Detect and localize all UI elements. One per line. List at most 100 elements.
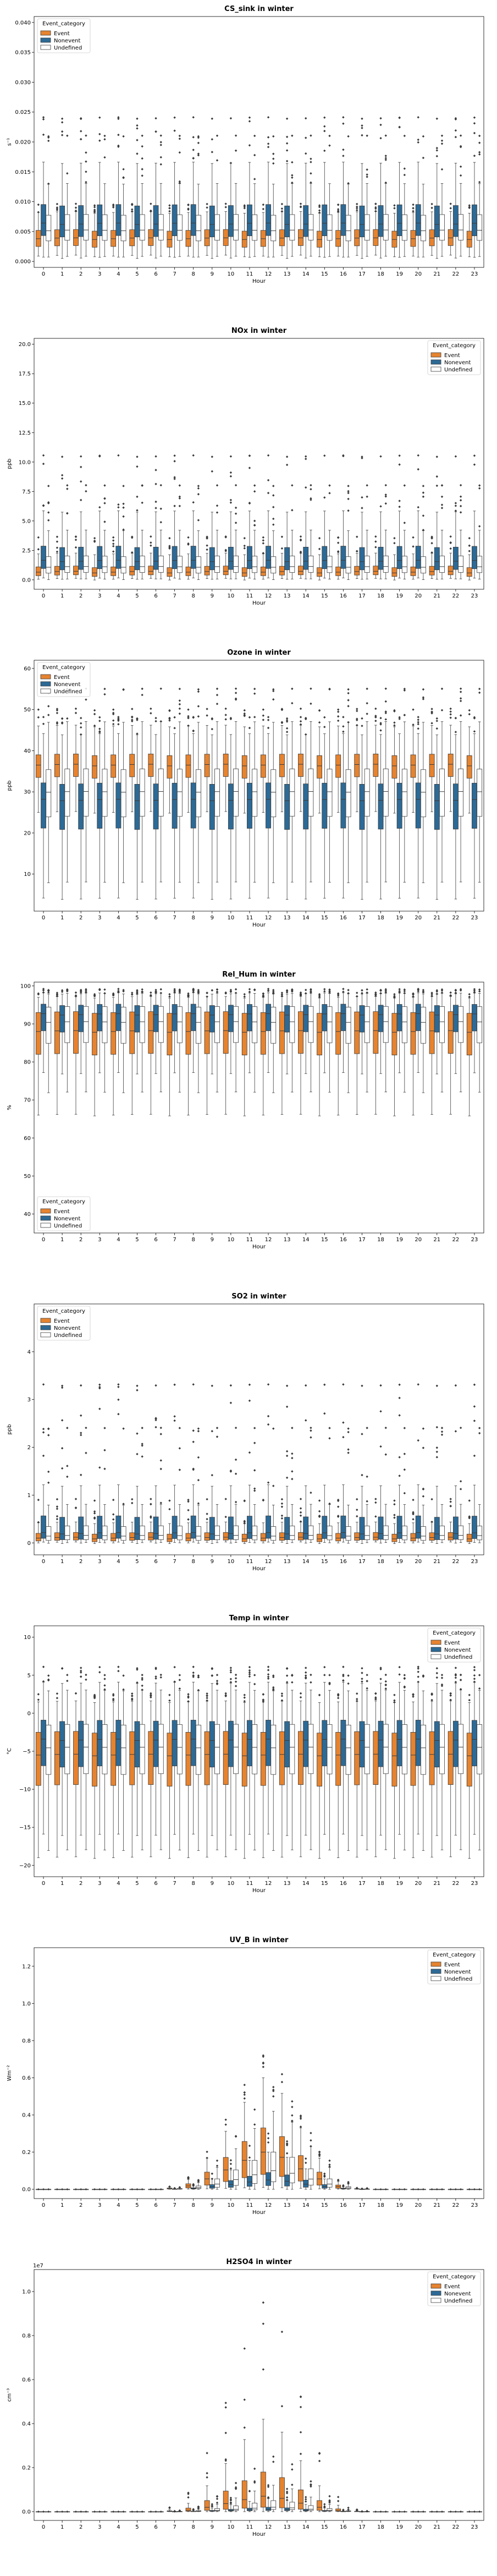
legend-label-event: Event [54, 31, 70, 37]
outlier [136, 990, 139, 993]
box-nonevent-hour-0 [41, 454, 46, 578]
outlier [323, 1412, 326, 1415]
outlier [417, 454, 419, 457]
outlier [74, 1506, 78, 1509]
x-tick-label: 7 [173, 1237, 176, 1243]
outlier [310, 498, 312, 501]
outlier [136, 139, 139, 141]
y-tick-label: 80 [24, 1060, 31, 1066]
box [383, 1525, 389, 1540]
box [111, 1533, 117, 1542]
outlier [440, 1674, 444, 1676]
outlier [473, 717, 476, 720]
box [289, 769, 295, 817]
x-tick-label: 9 [211, 1237, 214, 1243]
box [247, 204, 252, 237]
outlier [154, 716, 157, 720]
box-nonevent-hour-2 [78, 989, 84, 1074]
x-tick-label: 11 [246, 593, 253, 599]
box [167, 1013, 173, 1056]
outlier [272, 698, 275, 701]
outlier [66, 487, 69, 490]
outlier [178, 699, 181, 702]
outlier [178, 1427, 181, 1429]
box-event-hour-0 [35, 708, 41, 813]
outlier [56, 1517, 59, 1521]
y-tick-label: 10 [24, 872, 31, 878]
outlier [356, 709, 358, 712]
outlier [430, 994, 433, 997]
outlier [435, 990, 438, 993]
outlier [299, 1514, 302, 1517]
x-tick-label: 20 [415, 1237, 422, 1243]
box [303, 783, 309, 830]
outlier [103, 497, 106, 500]
x-tick-label: 15 [321, 1237, 328, 1243]
outlier [47, 485, 50, 487]
outlier [234, 1426, 238, 1429]
outlier [253, 134, 256, 138]
outlier [131, 208, 134, 211]
box [185, 230, 191, 247]
box [102, 556, 108, 573]
box-event-hour-17 [354, 1692, 360, 1857]
box-undefined-hour-16 [345, 989, 351, 1093]
x-tick-label: 13 [284, 1559, 291, 1565]
y-tick-label: 15.0 [19, 401, 31, 407]
box [233, 1525, 239, 1540]
box [420, 1526, 426, 1541]
box-nonevent-hour-2 [78, 455, 84, 579]
box [35, 754, 41, 778]
x-tick-label: 14 [302, 915, 310, 921]
outlier [478, 687, 481, 690]
outlier [173, 116, 176, 119]
outlier [459, 1687, 462, 1691]
outlier [342, 1679, 345, 1682]
outlier [459, 174, 462, 177]
outlier [192, 136, 195, 139]
outlier [74, 538, 78, 541]
box-undefined-hour-10 [233, 988, 239, 1093]
outlier [159, 720, 162, 723]
box [134, 1517, 140, 1540]
x-tick-label: 6 [154, 593, 157, 599]
box [396, 546, 402, 569]
box [46, 556, 52, 574]
outlier [272, 157, 275, 160]
box [391, 231, 397, 248]
box-event-hour-23 [466, 204, 472, 257]
box [378, 205, 384, 237]
x-axis-label: Hour [252, 1888, 266, 1894]
box [270, 1007, 277, 1044]
box [185, 566, 191, 576]
box-undefined-hour-22 [458, 134, 463, 257]
box [448, 1532, 454, 1541]
outlier [384, 134, 387, 137]
outlier [422, 1446, 425, 1449]
box [317, 755, 323, 779]
box [308, 1006, 314, 1043]
outlier [234, 1472, 238, 1475]
outlier [187, 1498, 190, 1501]
x-tick-label: 18 [377, 1237, 384, 1243]
box [420, 769, 426, 818]
box [111, 566, 117, 576]
box [120, 1007, 126, 1044]
outlier [323, 726, 326, 728]
outlier [280, 210, 284, 213]
outlier [347, 721, 350, 724]
outlier [449, 994, 452, 997]
box-event-hour-7 [167, 993, 173, 1116]
outlier [459, 505, 462, 508]
outlier [42, 1680, 45, 1683]
outlier [356, 209, 358, 212]
outlier [154, 469, 157, 472]
box [466, 567, 472, 577]
outlier [280, 1517, 284, 1520]
x-tick-label: 14 [302, 1237, 310, 1243]
outlier [98, 720, 101, 722]
box [241, 231, 247, 248]
box-nonevent-hour-1 [59, 717, 65, 900]
outlier [267, 1669, 270, 1671]
outlier [168, 546, 171, 549]
